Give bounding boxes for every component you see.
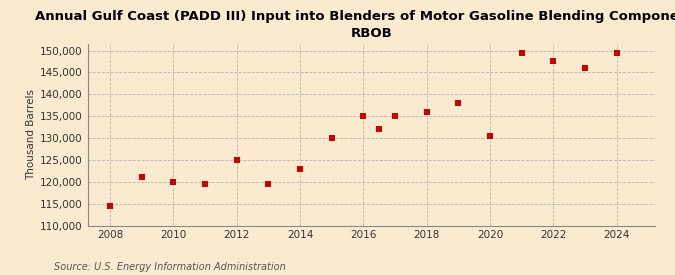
Point: [612, 51, 622, 55]
Text: Source: U.S. Energy Information Administration: Source: U.S. Energy Information Administ…: [54, 262, 286, 272]
Point: [580, 66, 591, 70]
Point: [326, 136, 337, 140]
Point: [485, 134, 495, 138]
Point: [294, 166, 305, 171]
Point: [358, 114, 369, 118]
Point: [548, 59, 559, 64]
Point: [136, 175, 147, 180]
Point: [168, 180, 179, 184]
Point: [374, 127, 385, 131]
Point: [389, 114, 400, 118]
Point: [263, 182, 273, 186]
Point: [200, 182, 211, 186]
Point: [105, 204, 115, 208]
Point: [516, 51, 527, 55]
Point: [232, 158, 242, 162]
Title: Annual Gulf Coast (PADD III) Input into Blenders of Motor Gasoline Blending Comp: Annual Gulf Coast (PADD III) Input into …: [35, 10, 675, 40]
Y-axis label: Thousand Barrels: Thousand Barrels: [26, 89, 36, 180]
Point: [453, 101, 464, 105]
Point: [421, 110, 432, 114]
